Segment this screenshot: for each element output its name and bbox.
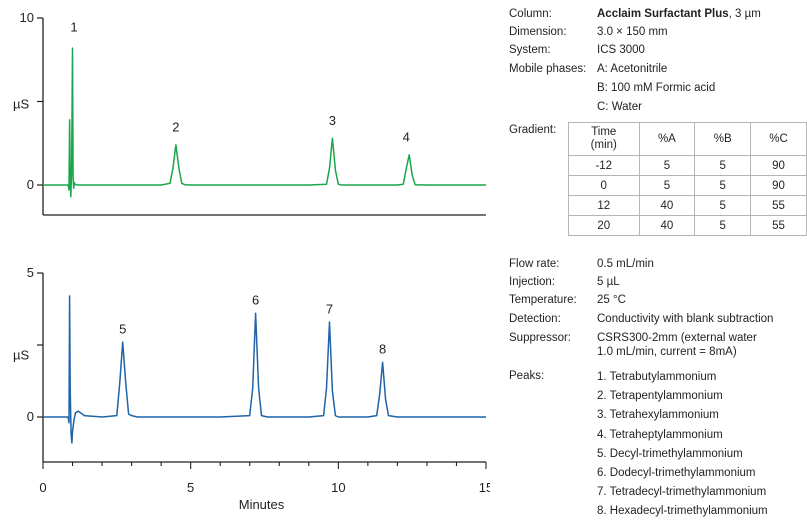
mobile-phases-label: Mobile phases: [509,63,587,75]
gradient-row: 20 40 5 55 [568,215,807,236]
chromatogram-trace [43,47,486,198]
column-label: Column: [509,8,552,20]
peak-label: 8 [379,342,386,357]
gradient-cell: 5 [694,195,752,216]
gradient-cell: 0 [568,175,640,196]
column-size: , 3 µm [728,8,761,20]
gradient-header-b: %B [694,122,752,156]
gradient-cell: 5 [638,175,696,196]
gradient-table: Time (min) %A %B %C -12 5 5 90 0 5 5 90 … [568,122,807,236]
flow-rate-label: Flow rate: [509,258,560,270]
gradient-header-time: Time (min) [568,122,640,156]
peak-label: 3 [329,113,336,128]
column-name: Acclaim Surfactant Plus [597,8,729,20]
gradient-cell: 5 [638,155,696,176]
x-axis-label: Minutes [239,497,285,512]
gradient-row: 12 40 5 55 [568,195,807,216]
flow-rate-value: 0.5 mL/min [597,258,654,270]
system-label: System: [509,44,551,56]
peak-item: 5. Decyl-trimethylammonium [597,447,743,460]
injection-value: 5 µL [597,276,620,288]
x-tick-label: 15 [479,480,490,495]
peak-item: 4. Tetraheptylammonium [597,428,723,441]
peaks-label: Peaks: [509,370,545,382]
x-tick-label: 10 [331,480,345,495]
y-tick-label: 0 [27,409,34,424]
peak-label: 7 [326,301,333,316]
detection-label: Detection: [509,313,561,325]
y-tick-label: 5 [27,265,34,280]
gradient-cell: 90 [750,175,807,196]
mobile-phase-a: A: Acetonitrile [597,63,668,75]
suppressor-value-line2: 1.0 mL/min, current = 8mA) [597,346,737,358]
gradient-header-c: %C [750,122,807,156]
y-axis-label: µS [13,348,29,363]
temperature-value: 25 °C [597,294,626,306]
gradient-row: 0 5 5 90 [568,175,807,196]
peak-label: 5 [119,321,126,336]
gradient-cell: 40 [638,215,696,236]
peak-label: 2 [172,120,179,135]
gradient-header-a: %A [638,122,696,156]
peak-label: 4 [403,130,410,145]
gradient-cell: 5 [694,215,752,236]
detection-value: Conductivity with blank subtraction [597,313,774,325]
mobile-phase-c: C: Water [597,101,642,113]
gradient-cell: 20 [568,215,640,236]
peak-item: 8. Hexadecyl-trimethylammonium [597,505,768,518]
peak-label: 1 [70,19,77,34]
peak-item: 1. Tetrabutylammonium [597,371,717,383]
conditions-panel: Column: Acclaim Surfactant Plus, 3 µm Di… [509,7,807,382]
y-tick-label: 10 [20,10,34,25]
gradient-cell: 55 [750,215,807,236]
peak-item: 2. Tetrapentylammonium [597,390,723,403]
gradient-cell: 40 [638,195,696,216]
y-tick-label: 0 [27,177,34,192]
x-tick-label: 5 [187,480,194,495]
peak-item: 6. Dodecyl-trimethylammonium [597,467,756,480]
x-tick-label: 0 [39,480,46,495]
gradient-header-time-line1: Time [591,126,617,138]
injection-label: Injection: [509,276,556,288]
column-value: Acclaim Surfactant Plus, 3 µm [597,7,761,22]
gradient-row: -12 5 5 90 [568,155,807,176]
gradient-header-time-line2: (min) [590,139,617,151]
chromatogram-charts: 0 10 µS 1 2 3 4 0 5 µS 0 5 10 15 Minutes 5 6 7 8 [13,10,490,512]
gradient-cell: 12 [568,195,640,216]
gradient-label: Gradient: [509,124,557,136]
peak-label: 6 [252,293,259,308]
system-value: ICS 3000 [597,44,645,56]
y-axis-label: µS [13,97,29,112]
dimension-label: Dimension: [509,26,567,38]
gradient-cell: 5 [694,155,752,176]
dimension-value: 3.0 × 150 mm [597,26,668,38]
peak-item: 3. Tetrahexylammonium [597,409,719,422]
temperature-label: Temperature: [509,294,577,306]
gradient-cell: -12 [568,155,640,176]
gradient-table-header: Time (min) %A %B %C [568,122,807,156]
peak-item: 7. Tetradecyl-trimethylammonium [597,486,767,499]
chromatogram-trace [43,295,486,444]
gradient-cell: 5 [694,175,752,196]
suppressor-value-line1: CSRS300-2mm (external water [597,332,757,344]
gradient-cell: 55 [750,195,807,216]
peaks-list: 1. Tetrabutylammonium 2. Tetrapentylammo… [597,368,768,522]
mobile-phase-b: B: 100 mM Formic acid [597,82,716,94]
suppressor-label: Suppressor: [509,332,572,344]
gradient-cell: 90 [750,155,807,176]
